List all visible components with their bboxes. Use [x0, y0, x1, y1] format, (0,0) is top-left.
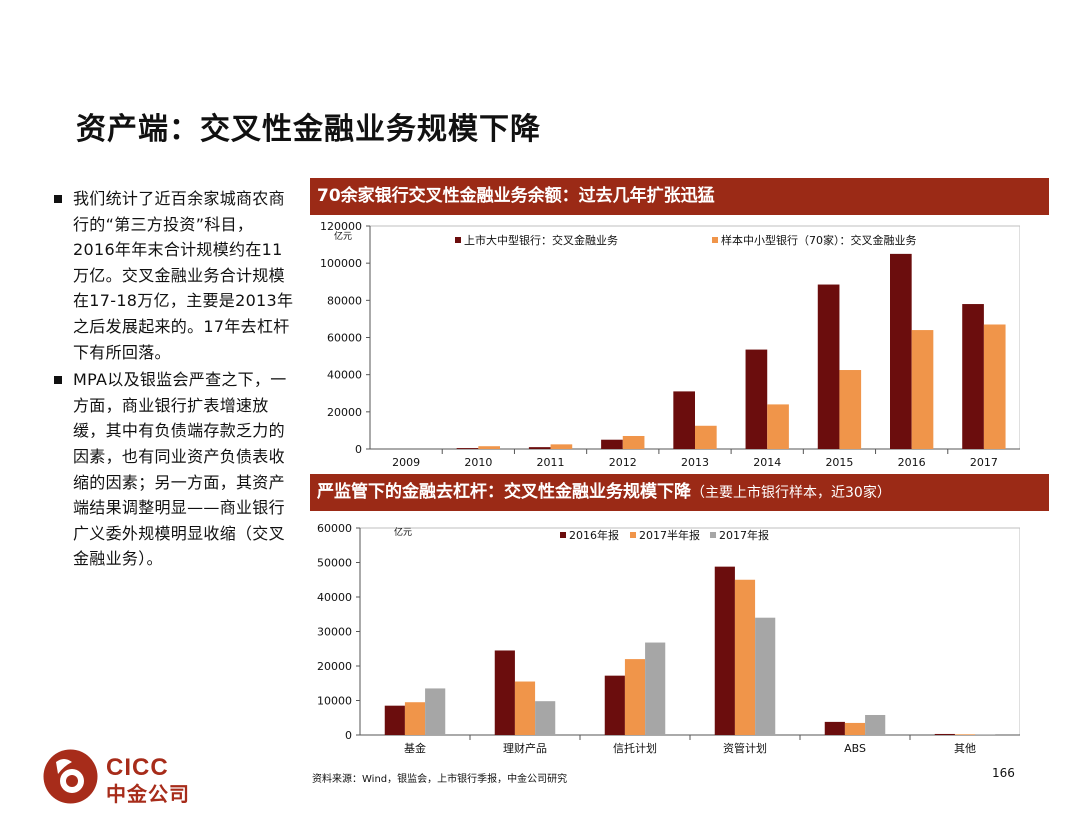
- y-tick-label: 30000: [317, 626, 352, 639]
- bar-1-2012: [601, 439, 623, 449]
- bar-2-2015: [839, 370, 862, 449]
- y-unit-label: 亿元: [334, 230, 352, 242]
- bar-2-2014: [767, 404, 789, 449]
- x-tick-label: 其他: [954, 742, 976, 755]
- bar-2-ABS: [844, 722, 866, 735]
- bar-2-资管计划: [734, 579, 756, 735]
- bar-3-理财产品: [535, 701, 556, 735]
- bullet-list: 我们统计了近百余家城商农商行的“第三方投资”科目，2016年年末合计规模约在11…: [54, 186, 294, 574]
- logo-text-cn: 中金公司: [106, 782, 190, 806]
- cicc-logo: CICC 中金公司: [42, 748, 202, 808]
- x-tick-label: 2017: [970, 456, 998, 469]
- bullet-item-1: 我们统计了近百余家城商农商行的“第三方投资”科目，2016年年末合计规模约在11…: [54, 186, 294, 365]
- x-tick-label: 信托计划: [613, 741, 657, 755]
- bar-2-2011: [550, 444, 573, 449]
- bullet-item-2: MPA以及银监会严查之下，一方面，商业银行扩表增速放缓，其中有负债端存款乏力的因…: [54, 367, 294, 572]
- bar-1-基金: [384, 705, 405, 735]
- bar-1-2013: [673, 391, 695, 449]
- bar-2-2013: [695, 425, 717, 449]
- x-tick-label: ABS: [844, 742, 866, 755]
- cicc-logo-mark-icon: [43, 749, 98, 804]
- bar-2-2010: [478, 446, 500, 449]
- legend-label-3: 2017年报: [719, 528, 769, 542]
- y-tick-label: 60000: [317, 522, 352, 535]
- y-tick-label: 20000: [317, 660, 352, 673]
- bar-1-其他: [934, 733, 955, 735]
- legend-label-1: 上市大中型银行：交叉金融业务: [464, 233, 618, 247]
- bar-1-2011: [528, 447, 551, 449]
- chart2-title-band: 严监管下的金融去杠杆：交叉性金融业务规模下降（主要上市银行样本，近30家）: [310, 474, 1049, 511]
- bar-2-基金: [404, 702, 426, 735]
- y-tick-label: 0: [345, 729, 352, 742]
- logo-text-en: CICC: [106, 754, 169, 781]
- bar-2-理财产品: [514, 681, 536, 735]
- chart2-subtitle: （主要上市银行样本，近30家）: [691, 485, 891, 501]
- y-tick-label: 60000: [327, 332, 362, 345]
- bar-1-ABS: [824, 721, 845, 735]
- bar-3-基金: [425, 688, 446, 735]
- x-tick-label: 资管计划: [723, 741, 767, 755]
- bar-3-信托计划: [645, 642, 666, 735]
- y-tick-label: 50000: [317, 557, 352, 570]
- bullet-text-2: MPA以及银监会严查之下，一方面，商业银行扩表增速放缓，其中有负债端存款乏力的因…: [73, 370, 287, 569]
- bar-1-2015: [817, 284, 840, 449]
- y-tick-label: 20000: [327, 406, 362, 419]
- bar-2-信托计划: [624, 659, 646, 735]
- bar-2-其他: [954, 734, 976, 735]
- bar-2-2017: [983, 324, 1006, 449]
- y-tick-label: 120000: [320, 220, 362, 233]
- bar-1-信托计划: [604, 675, 625, 735]
- bar-1-2010: [456, 448, 479, 449]
- x-tick-label: 2012: [609, 456, 637, 469]
- legend-swatch-1: [455, 237, 461, 243]
- legend-swatch-2: [630, 532, 636, 538]
- slide-title: 资产端：交叉性金融业务规模下降: [76, 112, 541, 147]
- y-tick-label: 10000: [317, 695, 352, 708]
- bar-3-ABS: [865, 714, 886, 735]
- x-tick-label: 2010: [464, 456, 492, 469]
- legend-swatch-2: [712, 237, 718, 243]
- y-tick-label: 100000: [320, 257, 362, 270]
- legend-label-2: 2017半年报: [639, 528, 700, 542]
- bullet-square-icon: [54, 195, 62, 203]
- bar-1-理财产品: [494, 650, 515, 735]
- legend-swatch-3: [710, 532, 716, 538]
- x-tick-label: 理财产品: [503, 741, 547, 755]
- x-tick-label: 2009: [392, 456, 420, 469]
- x-tick-label: 2014: [753, 456, 781, 469]
- bar-1-2017: [962, 304, 984, 449]
- x-tick-label: 2011: [537, 456, 565, 469]
- plot-frame: [359, 527, 1020, 736]
- bar-1-2016: [890, 253, 912, 449]
- bullet-square-icon: [54, 376, 62, 385]
- page-number: 166: [992, 766, 1015, 780]
- bar-3-其他: [975, 734, 996, 735]
- chart1-title: 70余家银行交叉性金融业务余额：过去几年扩张迅猛: [317, 186, 715, 206]
- source-note: 资料来源：Wind，银监会，上市银行季报，中金公司研究: [312, 774, 568, 785]
- legend-label-1: 2016年报: [569, 528, 619, 542]
- x-tick-label: 2015: [825, 456, 853, 469]
- chart1-title-band: 70余家银行交叉性金融业务余额：过去几年扩张迅猛: [310, 178, 1049, 215]
- bullet-text-1: 我们统计了近百余家城商农商行的“第三方投资”科目，2016年年末合计规模约在11…: [73, 189, 294, 362]
- bar-2-2012: [622, 435, 645, 449]
- y-tick-label: 0: [355, 443, 362, 456]
- chart2-title: 严监管下的金融去杠杆：交叉性金融业务规模下降: [317, 482, 691, 502]
- bar-1-资管计划: [714, 566, 735, 735]
- x-tick-label: 2013: [681, 456, 709, 469]
- legend-label-2: 样本中小型银行（70家）：交叉金融业务: [721, 233, 917, 247]
- y-tick-label: 80000: [327, 294, 362, 307]
- bar-3-资管计划: [755, 617, 776, 735]
- y-unit-label: 亿元: [394, 526, 412, 538]
- y-tick-label: 40000: [317, 591, 352, 604]
- x-tick-label: 基金: [404, 741, 426, 755]
- x-tick-label: 2016: [898, 456, 926, 469]
- bar-1-2014: [745, 349, 768, 449]
- bar-2-2016: [911, 330, 934, 449]
- legend-swatch-1: [560, 532, 566, 538]
- y-tick-label: 40000: [327, 369, 362, 382]
